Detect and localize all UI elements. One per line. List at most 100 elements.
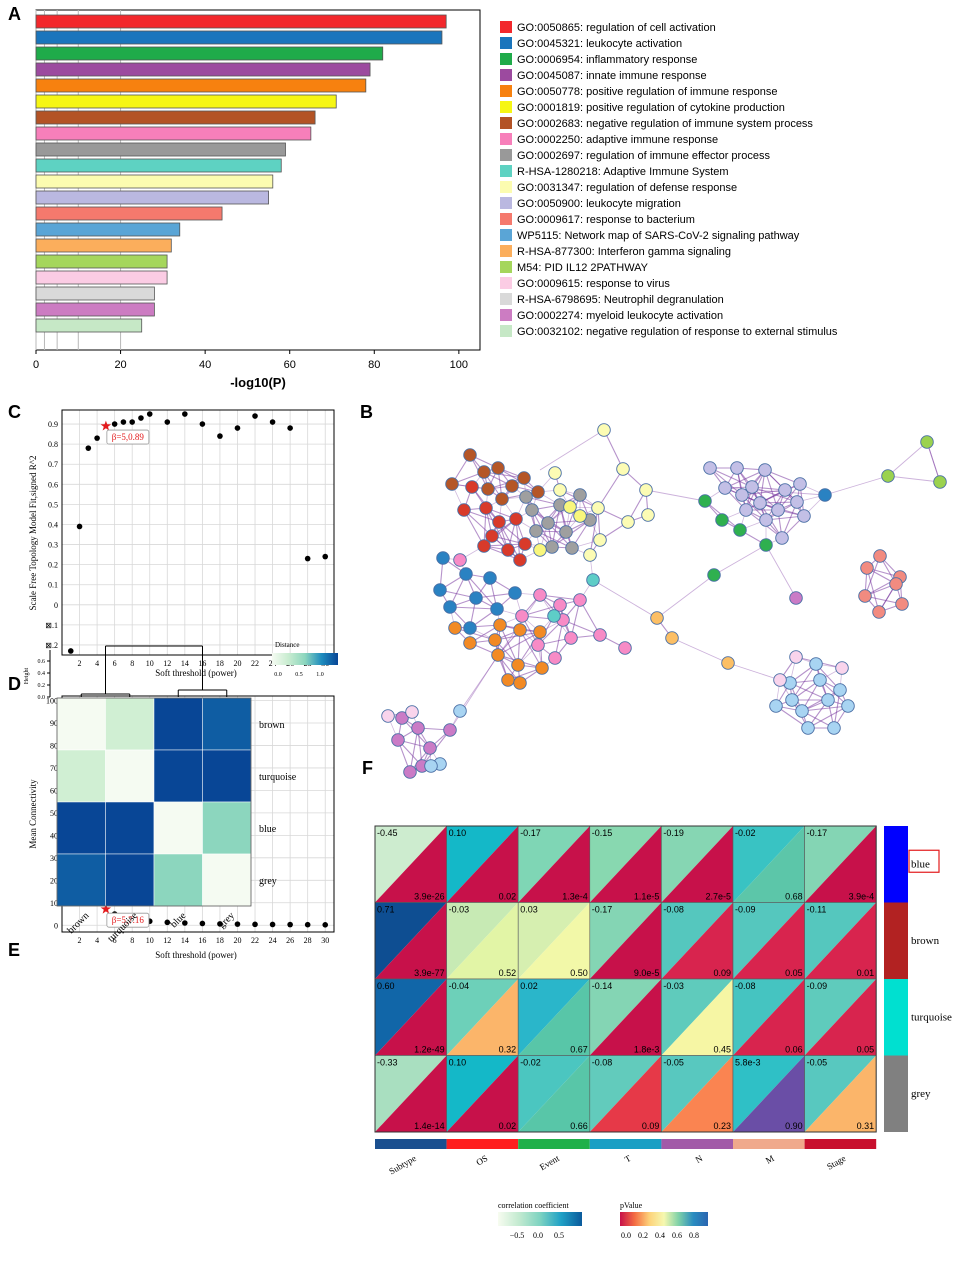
panel-f-corr-triangle bbox=[589, 1055, 662, 1132]
panel-f-highlight-box bbox=[908, 849, 940, 873]
x-tick-label: 20 bbox=[233, 659, 241, 668]
panel-a-legend-swatch bbox=[500, 181, 512, 193]
data-point bbox=[252, 413, 258, 419]
y-tick-label: 0.4 bbox=[48, 520, 58, 529]
y-tick-label: 20 bbox=[50, 876, 58, 885]
network-edge bbox=[656, 574, 715, 619]
panel-f-pvalue: 1.2e-49 bbox=[414, 1045, 445, 1055]
panel-f-pvalue: 0.06 bbox=[785, 1045, 803, 1055]
network-node bbox=[665, 631, 679, 645]
panel-f-p-legend-tick: 0.2 bbox=[638, 1231, 648, 1240]
data-point bbox=[199, 421, 206, 427]
network-node bbox=[453, 553, 467, 567]
network-node bbox=[463, 621, 477, 635]
network-edge bbox=[449, 654, 499, 731]
panel-a-tick-label: 20 bbox=[114, 359, 126, 371]
panel-f-corr-legend-title: correlation coefficient bbox=[498, 1201, 569, 1210]
panel-e-row-label: brown bbox=[259, 720, 285, 731]
panel-f-module-color bbox=[884, 826, 908, 903]
panel-f-corr-triangle bbox=[589, 979, 662, 1056]
panel-e-height-tick: 0.2 bbox=[38, 683, 46, 689]
x-tick-label: 8 bbox=[130, 659, 134, 668]
panel-e-col-label: blue bbox=[168, 910, 188, 930]
network-node bbox=[833, 683, 847, 697]
panel-f-p-legend-tick: 0.6 bbox=[672, 1231, 682, 1240]
data-point bbox=[269, 419, 276, 425]
panel-f-pval-triangle bbox=[804, 826, 877, 903]
network-node bbox=[797, 509, 811, 523]
network-node bbox=[795, 704, 809, 718]
network-node bbox=[809, 657, 823, 671]
panel-f-pvalue: 0.09 bbox=[713, 968, 731, 978]
network-node bbox=[641, 508, 655, 522]
panel-f-pval-triangle bbox=[446, 826, 519, 903]
x-tick-label: 2 bbox=[78, 936, 82, 945]
network-edge bbox=[887, 441, 928, 477]
panel-a-bar bbox=[35, 318, 143, 333]
panel-f-pval-triangle bbox=[518, 826, 590, 903]
panel-f-pvalue: 1.3e-4 bbox=[562, 892, 588, 902]
network-edge bbox=[724, 469, 766, 489]
panel-f-pvalue: 3.9e-4 bbox=[849, 892, 875, 902]
network-node bbox=[739, 503, 753, 517]
data-point bbox=[164, 919, 171, 926]
x-tick-label: 18 bbox=[216, 659, 224, 668]
panel-f-pval-triangle bbox=[518, 1055, 590, 1132]
panel-f-pvalue: 0.90 bbox=[785, 1121, 803, 1131]
network-node bbox=[529, 524, 543, 538]
panel-f-pvalue: 0.01 bbox=[857, 968, 875, 978]
network-node bbox=[491, 461, 505, 475]
network-edge bbox=[751, 486, 798, 503]
x-tick-label: 16 bbox=[198, 936, 206, 945]
y-tick-label: ⊠.2 bbox=[45, 641, 58, 650]
network-node bbox=[715, 513, 729, 527]
panel-f-corr-triangle bbox=[446, 826, 519, 903]
network-node bbox=[553, 483, 567, 497]
network-edge bbox=[603, 429, 624, 470]
network-node bbox=[818, 488, 832, 502]
panel-f-pvalue: 0.09 bbox=[642, 1121, 660, 1131]
network-node bbox=[493, 618, 507, 632]
network-node bbox=[563, 500, 577, 514]
network-node bbox=[391, 733, 405, 747]
network-node bbox=[721, 656, 735, 670]
panel-a-legend-label: GO:0050900: leukocyte migration bbox=[517, 198, 681, 210]
y-tick-label: 0.9 bbox=[48, 420, 58, 429]
y-tick-label: 0.2 bbox=[48, 561, 58, 570]
panel-a-legend-label: R-HSA-6798695: Neutrophil degranulation bbox=[517, 294, 724, 306]
panel-a-legend-label: R-HSA-1280218: Adaptive Immune System bbox=[517, 166, 729, 178]
panel-a-tick-label: 0 bbox=[33, 359, 39, 371]
x-tick-label: 22 bbox=[251, 659, 259, 668]
network-node bbox=[490, 602, 504, 616]
panel-a-bar bbox=[35, 254, 168, 269]
data-point bbox=[199, 920, 206, 927]
panel-e-cell bbox=[56, 801, 106, 855]
panel-f-trait-color bbox=[661, 1139, 733, 1149]
network-node bbox=[501, 543, 515, 557]
panel-a-legend-label: R-HSA-877300: Interferon gamma signaling bbox=[517, 246, 731, 258]
panel-a-bar bbox=[35, 158, 282, 173]
panel-f-trait-color bbox=[446, 1139, 519, 1149]
x-tick-label: 10 bbox=[146, 659, 154, 668]
network-edge bbox=[485, 507, 509, 551]
y-tick-label: 30 bbox=[50, 854, 58, 863]
panel-f-trait-color bbox=[375, 1139, 447, 1149]
network-node bbox=[433, 583, 447, 597]
network-node bbox=[405, 705, 419, 719]
panel-f-trait-label: OS bbox=[474, 1153, 489, 1167]
network-node bbox=[827, 721, 841, 735]
network-node bbox=[443, 723, 457, 737]
panel-f-corr-value: -0.45 bbox=[377, 828, 398, 838]
x-tick-label: 20 bbox=[233, 936, 241, 945]
panel-f-p-legend-tick: 0.0 bbox=[621, 1231, 631, 1240]
x-tick-label: 14 bbox=[181, 936, 189, 945]
panel-e-height-tick: 0.0 bbox=[38, 695, 46, 701]
network-edge bbox=[454, 627, 496, 641]
network-node bbox=[547, 609, 561, 623]
panel-a-legend-label: M54: PID IL12 2PATHWAY bbox=[517, 262, 649, 274]
network-node bbox=[491, 648, 505, 662]
network-node bbox=[403, 765, 417, 779]
network-edge bbox=[887, 475, 941, 483]
panel-f-pvalue: 0.67 bbox=[570, 1045, 588, 1055]
x-tick-label: 6 bbox=[113, 936, 117, 945]
